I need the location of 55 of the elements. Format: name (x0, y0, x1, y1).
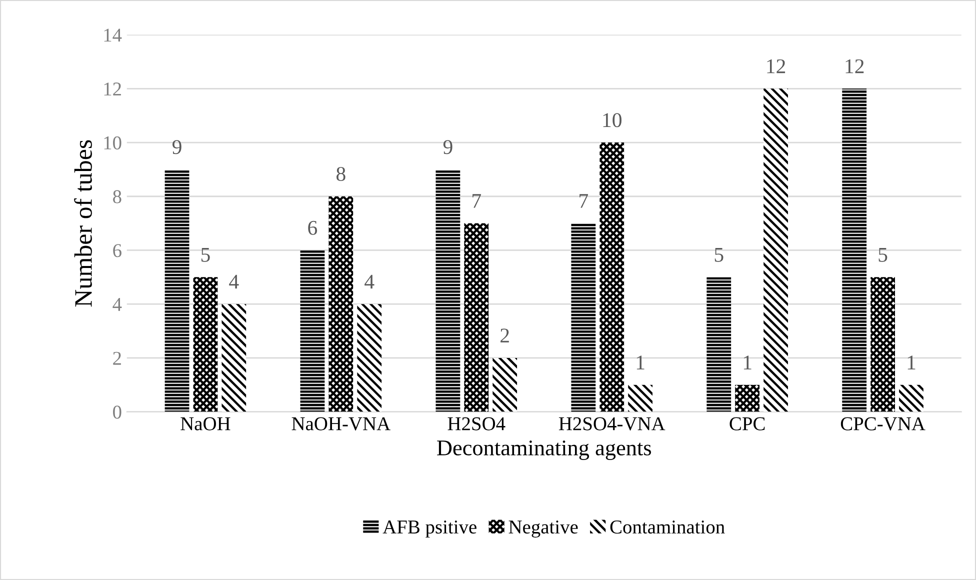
bar (764, 88, 788, 412)
bar (571, 223, 596, 412)
bar (600, 142, 624, 412)
bar (300, 250, 325, 412)
data-label: 9 (443, 140, 452, 154)
bar (492, 358, 518, 412)
x-tick-label: CPC-VNA (840, 417, 926, 430)
data-label: 9 (172, 140, 182, 154)
legend-label: Contamination (610, 520, 725, 534)
bar (870, 277, 895, 412)
x-axis-title: Decontaminating agents (437, 440, 651, 460)
data-label: 4 (229, 274, 239, 289)
y-axis-title: Number of tubes (74, 140, 92, 307)
bar (628, 384, 652, 412)
data-label: 5 (201, 248, 210, 262)
y-tick-label: 10 (104, 136, 122, 150)
data-label: 7 (580, 194, 588, 208)
data-label: 2 (500, 328, 509, 342)
x-tick-label: NaOH-VNA (292, 417, 390, 430)
bar (436, 169, 460, 412)
legend-label: Negative (508, 520, 578, 538)
bar (706, 277, 732, 412)
bar (842, 88, 867, 412)
bar (735, 384, 760, 412)
legend-label: AFB psitive (382, 520, 476, 538)
x-tick-label: NaOH (180, 417, 230, 430)
bar (464, 223, 489, 412)
bar (899, 384, 924, 412)
bar (164, 169, 190, 412)
data-label: 1 (636, 356, 644, 370)
x-tick-label: H2SO4-VNA (558, 417, 666, 430)
bar (328, 196, 354, 412)
data-label: 12 (846, 59, 864, 74)
data-label: 10 (603, 113, 622, 128)
y-tick-label: 12 (104, 82, 121, 96)
bar (357, 304, 382, 412)
data-label: 12 (767, 59, 786, 74)
data-label: 5 (878, 248, 888, 262)
data-label: 8 (336, 166, 346, 182)
y-tick-label: 6 (113, 244, 122, 258)
data-label: 1 (744, 356, 752, 370)
y-tick-label: 8 (113, 190, 122, 204)
data-label: 6 (308, 220, 318, 235)
bar (222, 304, 246, 412)
data-label: 1 (908, 356, 916, 370)
bar (193, 277, 218, 412)
data-label: 4 (364, 274, 374, 289)
y-tick-label: 0 (113, 406, 122, 419)
x-tick-label: H2SO4 (448, 417, 506, 430)
data-label: 7 (472, 194, 481, 208)
x-tick-label: CPC (730, 417, 765, 430)
y-tick-label: 14 (104, 28, 122, 42)
y-tick-label: 4 (112, 298, 122, 311)
y-tick-label: 2 (113, 352, 121, 365)
data-label: 5 (714, 248, 724, 262)
